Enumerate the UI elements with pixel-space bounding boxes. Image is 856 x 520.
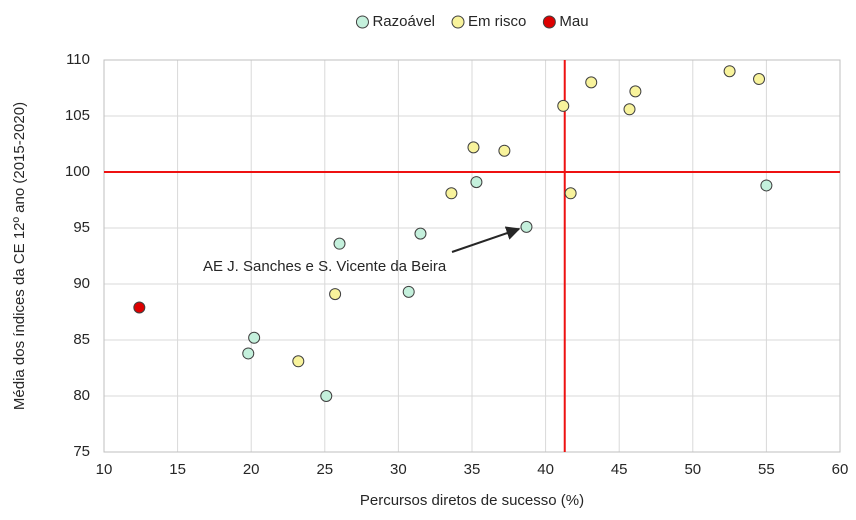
x-tick-label: 40 — [537, 461, 554, 478]
point — [564, 187, 577, 200]
y-tick-label: 85 — [73, 331, 90, 348]
point — [414, 227, 427, 240]
point — [133, 301, 146, 314]
y-tick-label: 100 — [65, 163, 90, 180]
legend-marker — [355, 15, 369, 29]
point — [629, 85, 642, 98]
point — [623, 103, 636, 116]
x-tick-label: 60 — [832, 461, 849, 478]
annotation: AE J. Sanches e S. Vicente da Beira — [203, 258, 447, 275]
point — [320, 390, 333, 402]
y-tick-label: 75 — [73, 443, 90, 460]
y-tick-label: 110 — [66, 51, 90, 68]
point — [520, 220, 533, 233]
x-tick-label: 10 — [96, 461, 113, 478]
point — [723, 65, 736, 78]
x-tick-label: 25 — [316, 461, 333, 478]
x-tick-label: 45 — [611, 461, 628, 478]
point — [467, 141, 480, 154]
y-tick-label: 80 — [73, 387, 90, 404]
point — [470, 176, 483, 189]
point — [248, 331, 261, 344]
legend: Razoável Em risco Mau — [355, 13, 589, 30]
legend-marker — [542, 15, 556, 29]
x-tick-label: 20 — [243, 461, 260, 478]
point — [760, 179, 773, 192]
point — [498, 144, 511, 157]
legend-marker — [451, 15, 465, 29]
x-tick-label: 50 — [684, 461, 701, 478]
legend-label: Mau — [559, 13, 588, 30]
y-axis-label: Média dos índices da CE 12º ano (2015-20… — [11, 102, 28, 410]
point — [585, 76, 598, 89]
point — [329, 288, 342, 301]
plot-border — [103, 59, 841, 453]
x-tick-label: 15 — [169, 461, 186, 478]
point — [402, 285, 415, 298]
y-tick-label: 95 — [73, 219, 90, 236]
point — [753, 73, 766, 86]
point — [557, 99, 570, 112]
point — [333, 237, 346, 250]
y-tick-label: 90 — [73, 275, 90, 292]
x-axis-label: Percursos diretos de sucesso (%) — [360, 492, 584, 509]
legend-label: Razoável — [372, 13, 435, 30]
x-tick-label: 30 — [390, 461, 407, 478]
point — [242, 347, 255, 360]
legend-label: Em risco — [468, 13, 526, 30]
annotation-arrow — [451, 226, 521, 253]
x-tick-label: 35 — [464, 461, 481, 478]
point — [445, 187, 458, 200]
x-tick-label: 55 — [758, 461, 775, 478]
y-tick-label: 105 — [65, 107, 90, 124]
point — [292, 355, 305, 368]
